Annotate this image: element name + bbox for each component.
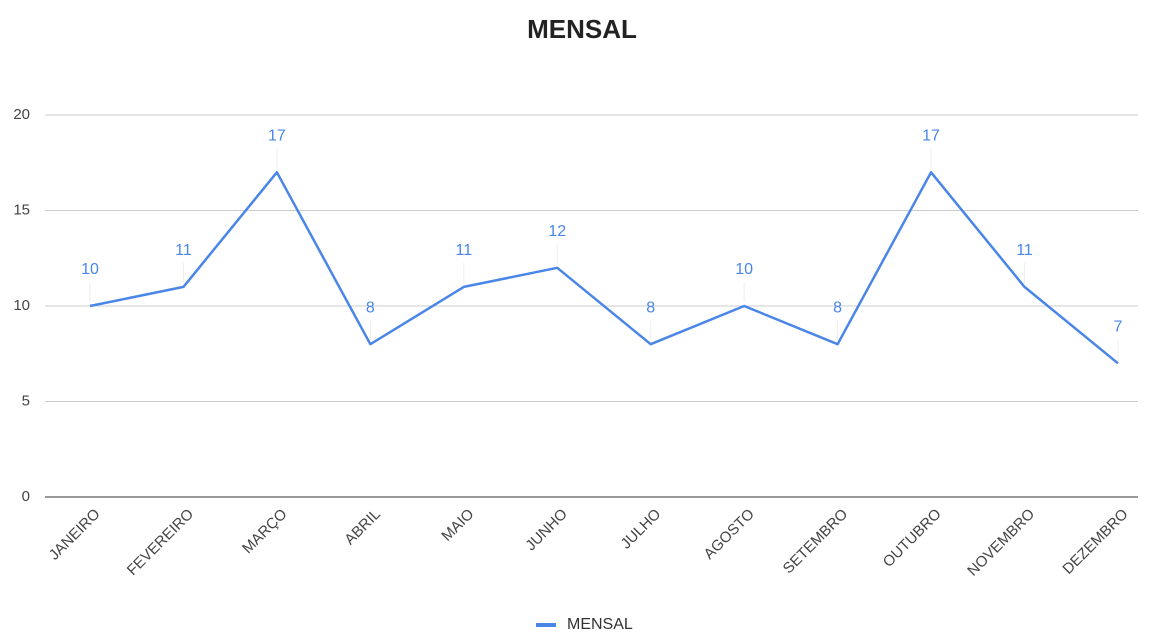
data-label: 11 [1016, 242, 1033, 259]
data-label: 8 [833, 299, 842, 316]
x-tick-label: DEZEMBRO [1059, 506, 1131, 578]
data-label: 11 [455, 242, 472, 259]
data-label: 17 [922, 128, 940, 145]
x-tick-label: AGOSTO [701, 506, 758, 563]
y-tick-label: 15 [13, 201, 30, 218]
data-label: 8 [646, 299, 655, 316]
x-tick-label: NOVEMBRO [964, 506, 1038, 580]
x-tick-label: ABRIL [341, 506, 384, 549]
x-tick-label: JANEIRO [46, 506, 104, 564]
data-label: 10 [81, 261, 99, 278]
y-tick-label: 10 [13, 297, 30, 314]
chart-title: MENSAL [527, 14, 637, 44]
data-label: 7 [1113, 319, 1122, 336]
y-tick-label: 5 [22, 392, 30, 409]
x-tick-label: MARÇO [239, 506, 291, 558]
x-tick-label: MAIO [438, 506, 477, 545]
x-tick-label: JUNHO [522, 506, 571, 555]
y-tick-label: 0 [22, 488, 30, 505]
data-label: 17 [268, 128, 286, 145]
x-tick-label: OUTUBRO [880, 506, 945, 571]
legend-label: MENSAL [567, 616, 633, 633]
data-label: 10 [735, 261, 753, 278]
data-label: 11 [175, 242, 192, 259]
x-tick-label: SETEMBRO [780, 506, 852, 578]
data-label: 8 [366, 299, 375, 316]
line [89, 171, 1119, 365]
x-tick-label: FEVEREIRO [124, 506, 197, 579]
x-tick-label: JULHO [618, 506, 665, 553]
data-label: 12 [548, 223, 566, 240]
y-tick-label: 20 [13, 106, 30, 123]
